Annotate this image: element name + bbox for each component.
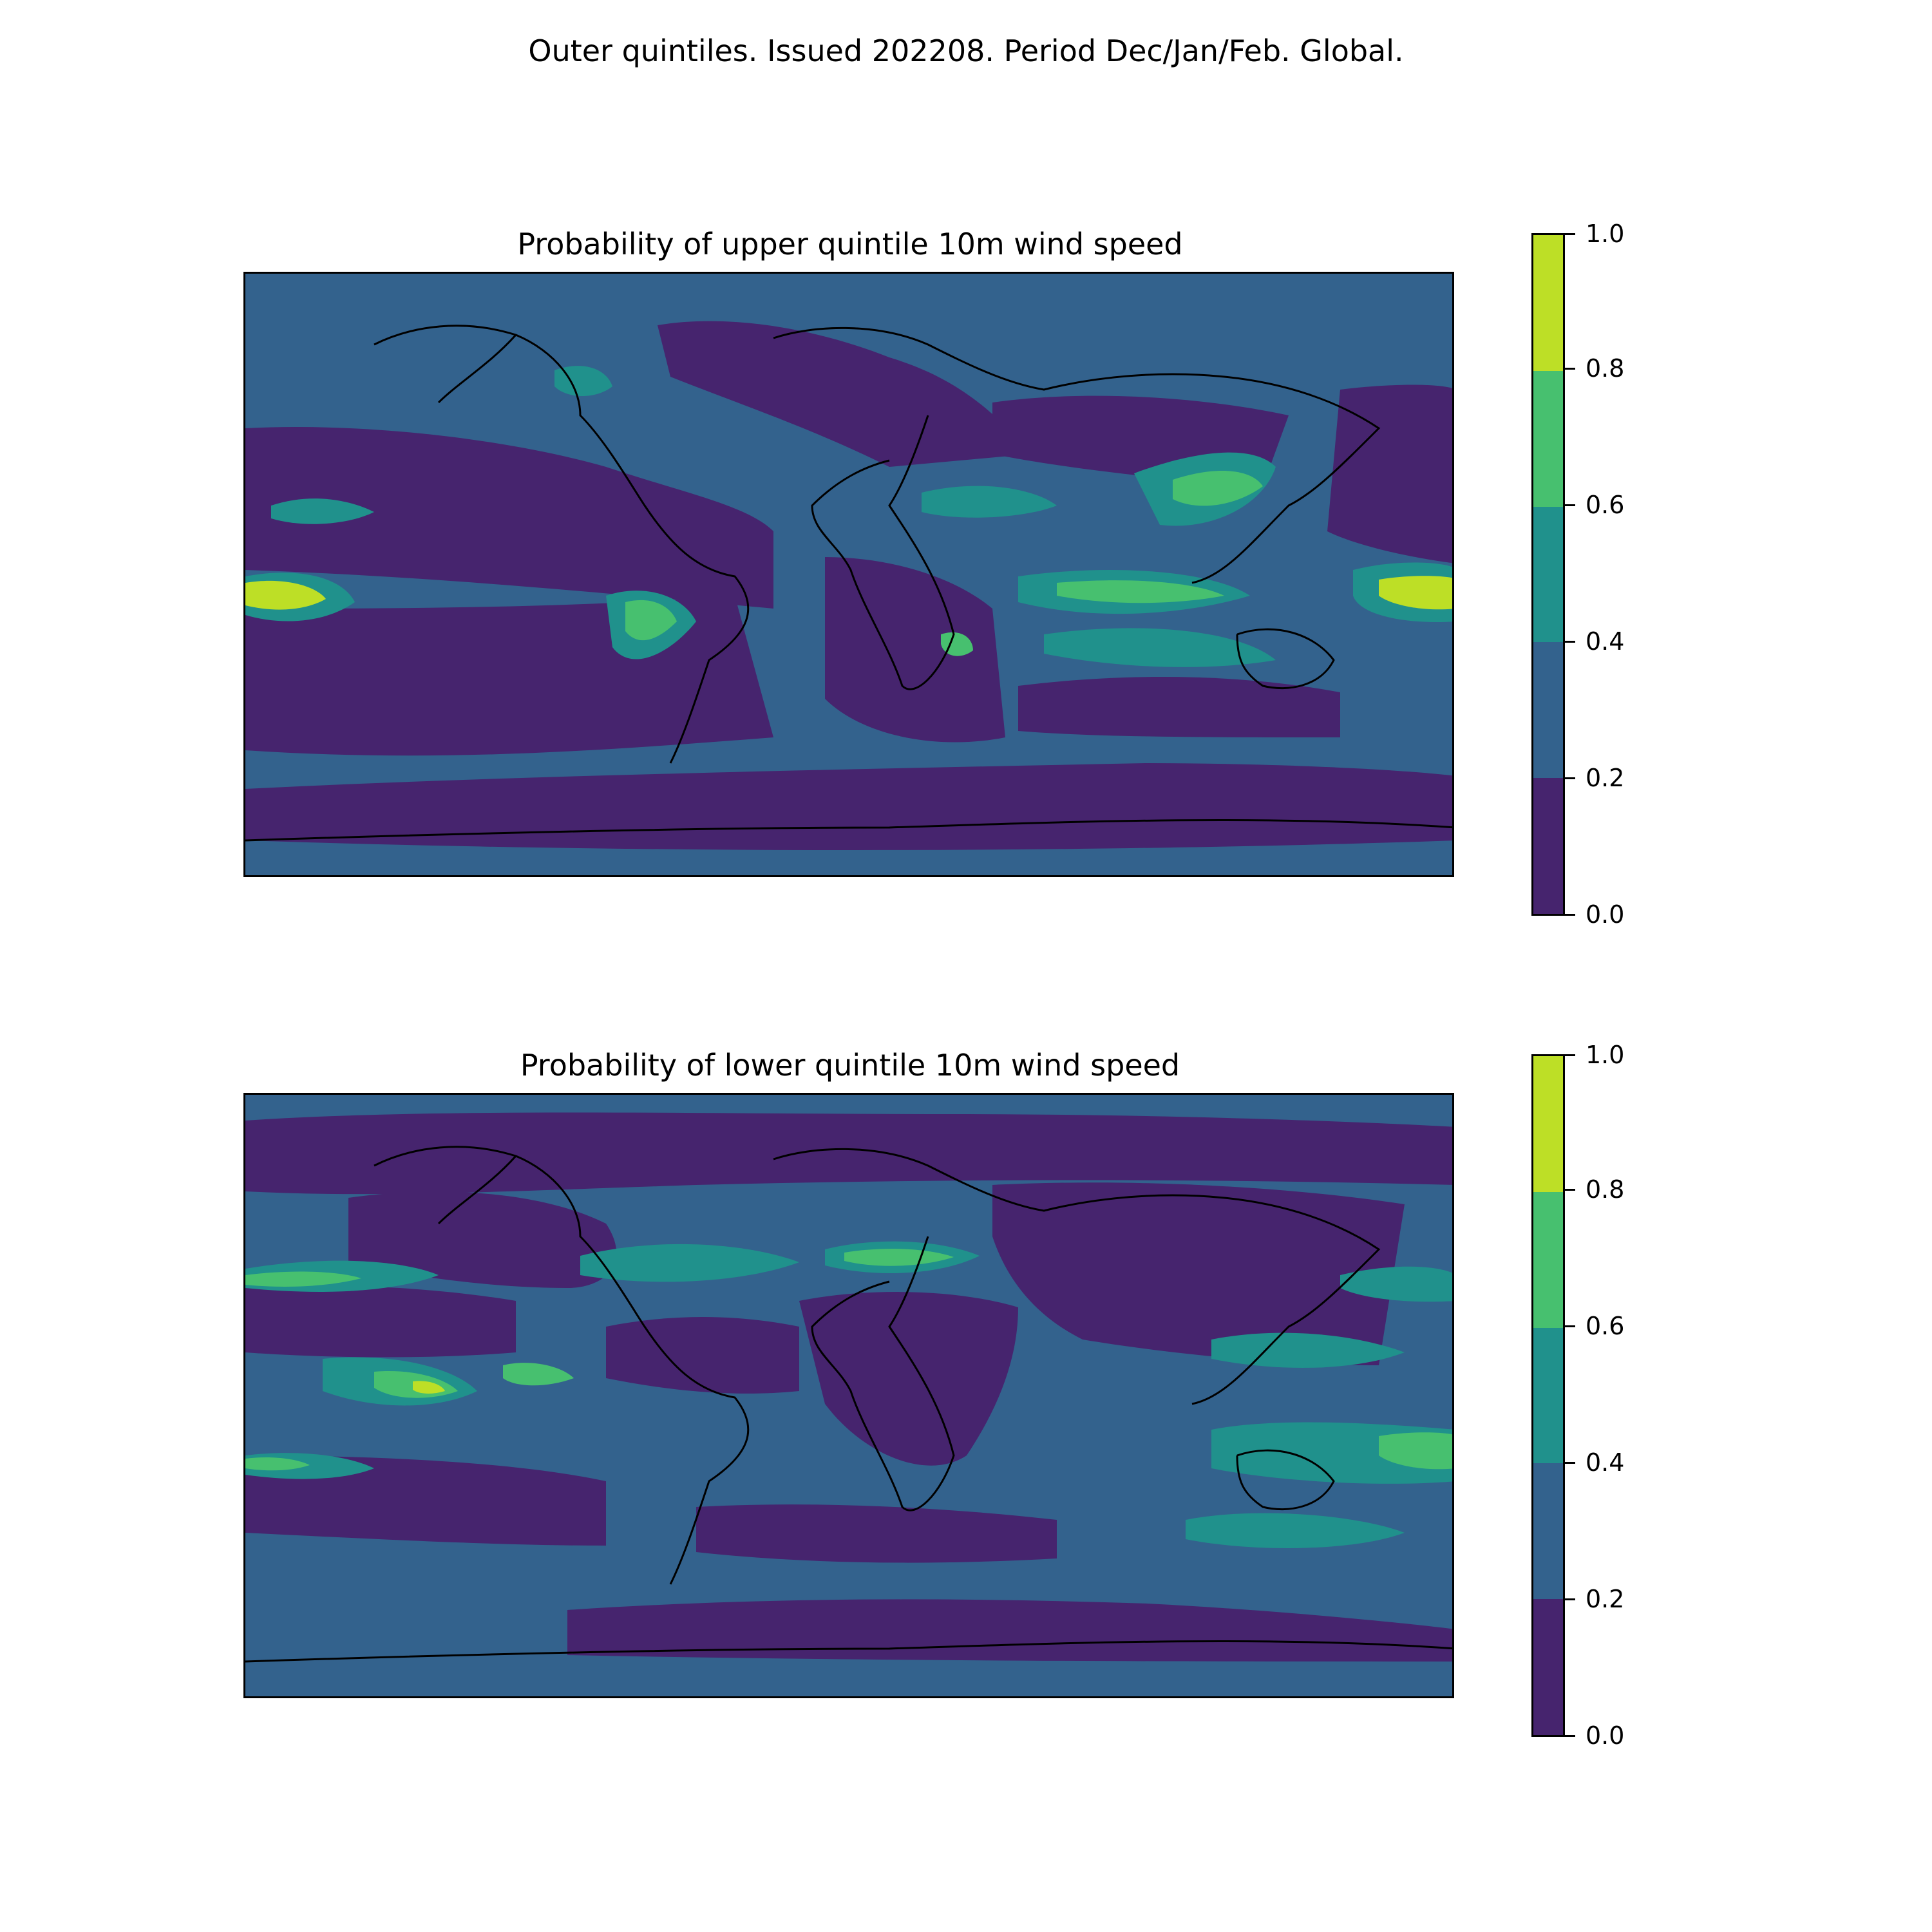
southern-indian-ocean-high [1186, 1513, 1405, 1548]
mediterranean-high [844, 1249, 954, 1266]
north-atlantic-low [658, 321, 1031, 467]
panel-title: Probability of upper quintile 10m wind s… [517, 227, 1183, 261]
africa-low [799, 1292, 1018, 1466]
east-pacific-tropical-high [413, 1381, 445, 1394]
west-pacific-band [1211, 1332, 1405, 1368]
caribbean-high [503, 1363, 574, 1386]
figure-title: Outer quintiles. Issued 202208. Period D… [528, 33, 1404, 68]
north-pacific-band [245, 1271, 361, 1287]
map-canvas [245, 274, 1452, 875]
colorbar-tick [1565, 1054, 1575, 1056]
west-pacific-band [1340, 1266, 1452, 1302]
south-pacific-band [245, 1457, 310, 1471]
central-pacific-max [245, 580, 326, 610]
antarctic-coast-low [567, 1599, 1452, 1662]
indian-ocean-band [1057, 580, 1224, 603]
southeast-africa-high [941, 632, 973, 656]
colorbar-segment [1533, 235, 1563, 371]
australia-high [1379, 1432, 1452, 1470]
colorbar [1531, 1054, 1565, 1737]
north-pacific-band [271, 498, 374, 524]
colorbar-segment [1533, 506, 1563, 643]
colorbar-tick [1565, 1598, 1575, 1600]
coastline [245, 1146, 1452, 1663]
lower-quintile-panel: Probability of lower quintile 10m wind s… [0, 1014, 1932, 1787]
east-pacific-low [245, 1285, 516, 1358]
east-pacific-low [1327, 384, 1452, 564]
colorbar [1531, 233, 1565, 916]
south-atlantic-low [696, 1504, 1057, 1563]
south-america-high [625, 600, 677, 641]
colorbar-tick-label: 0.0 [1586, 1721, 1625, 1750]
north-atlantic-band [580, 1244, 799, 1282]
south-indian-low [1018, 677, 1340, 737]
colorbar-tick [1565, 233, 1575, 235]
colorbar-segment [1533, 370, 1563, 507]
tropical-atlantic-low [606, 1317, 799, 1394]
upper-quintile-panel: Probability of upper quintile 10m wind s… [0, 193, 1932, 966]
south-indian-band [1044, 628, 1276, 667]
colorbar-tick [1565, 368, 1575, 370]
colorbar-tick [1565, 1462, 1575, 1464]
colorbar-segment [1533, 778, 1563, 914]
africa-high [922, 486, 1057, 518]
north-america-low [348, 1191, 617, 1288]
colorbar-segment [1533, 1327, 1563, 1464]
colorbar-tick [1565, 777, 1575, 779]
colorbar-tick-label: 0.8 [1586, 354, 1625, 383]
colorbar-tick-label: 0.2 [1586, 1585, 1625, 1613]
coastline [245, 325, 1452, 842]
south-pacific-low [245, 1455, 606, 1546]
colorbar-tick-label: 0.0 [1586, 900, 1625, 929]
colorbar-tick-label: 0.6 [1586, 1312, 1625, 1340]
south-atlantic-low [825, 557, 1005, 743]
colorbar-tick-label: 0.2 [1586, 764, 1625, 792]
colorbar-tick [1565, 1325, 1575, 1327]
probability-map [243, 1093, 1454, 1698]
colorbar-tick-label: 1.0 [1586, 1041, 1625, 1069]
colorbar-tick [1565, 1189, 1575, 1191]
colorbar-segment [1533, 1056, 1563, 1192]
colorbar-tick-label: 1.0 [1586, 220, 1625, 248]
colorbar-segment [1533, 642, 1563, 779]
colorbar-tick [1565, 504, 1575, 506]
greenland-high [554, 366, 612, 396]
colorbar-tick [1565, 641, 1575, 643]
colorbar-tick-label: 0.8 [1586, 1175, 1625, 1204]
map-canvas [245, 1095, 1452, 1696]
west-pacific-max [1379, 576, 1452, 610]
east-asia-high [1173, 471, 1263, 506]
colorbar-segment [1533, 1463, 1563, 1600]
colorbar-segment [1533, 1599, 1563, 1735]
colorbar-segment [1533, 1191, 1563, 1328]
probability-map [243, 272, 1454, 877]
north-pacific-low [245, 427, 773, 609]
colorbar-tick [1565, 1735, 1575, 1737]
southern-ocean-low [245, 763, 1452, 850]
colorbar-tick [1565, 914, 1575, 916]
colorbar-tick-label: 0.4 [1586, 627, 1625, 656]
panel-title: Probability of lower quintile 10m wind s… [520, 1048, 1180, 1083]
colorbar-tick-label: 0.6 [1586, 491, 1625, 519]
colorbar-tick-label: 0.4 [1586, 1448, 1625, 1477]
